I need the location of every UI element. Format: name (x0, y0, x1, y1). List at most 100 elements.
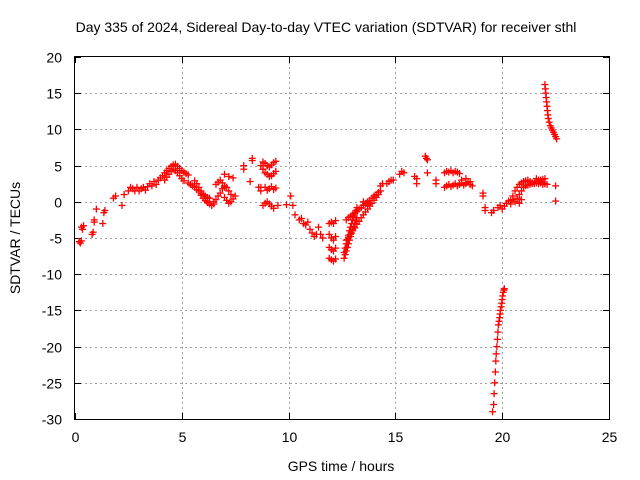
scatter-points (75, 81, 561, 416)
data-point (462, 175, 470, 183)
data-point (148, 182, 156, 190)
data-point (78, 225, 86, 233)
data-point (490, 401, 498, 409)
data-point (225, 187, 233, 195)
data-point (492, 357, 500, 365)
data-point (112, 192, 120, 200)
data-point (329, 236, 337, 244)
data-point (274, 201, 282, 209)
data-point (212, 196, 220, 204)
data-point (287, 192, 295, 200)
data-point (491, 368, 499, 376)
data-point (348, 220, 356, 228)
data-point (332, 244, 340, 252)
data-point (455, 170, 463, 178)
data-point (240, 165, 248, 173)
data-point (366, 200, 374, 208)
data-point (490, 206, 498, 214)
data-point (246, 178, 254, 186)
data-point (317, 230, 325, 238)
data-point (423, 169, 431, 177)
data-point (319, 234, 327, 242)
data-point (80, 222, 88, 230)
data-point (492, 350, 500, 358)
data-point (494, 335, 502, 343)
data-point (152, 180, 160, 188)
data-point (466, 178, 474, 186)
data-point (341, 244, 349, 252)
data-point (77, 237, 85, 245)
data-point (259, 165, 267, 173)
data-point (490, 390, 498, 398)
data-point (511, 198, 519, 206)
data-point (553, 135, 561, 143)
data-point (257, 162, 265, 170)
data-point (229, 174, 237, 182)
x-tick-label: 10 (282, 429, 298, 445)
data-point (340, 248, 348, 256)
data-point (552, 182, 560, 190)
data-point (400, 169, 408, 177)
data-point (270, 204, 278, 212)
data-point (347, 223, 355, 231)
x-tick-label: 0 (72, 429, 80, 445)
y-tick-label: -15 (42, 303, 62, 319)
y-axis-label: SDTVAR / TECUs (7, 182, 23, 294)
data-point (227, 191, 235, 199)
y-tick-label: -5 (50, 231, 63, 247)
plot-frame (74, 56, 610, 420)
data-point (248, 157, 256, 165)
data-point (291, 211, 299, 219)
data-point (332, 217, 340, 225)
grid-lines (75, 57, 609, 419)
data-point (308, 229, 316, 237)
data-point (389, 176, 397, 184)
y-tick-label: -25 (42, 376, 62, 392)
data-point (543, 180, 551, 188)
data-point (272, 167, 280, 175)
data-point (257, 183, 265, 191)
data-point (458, 176, 466, 184)
data-point (432, 180, 440, 188)
data-point (507, 196, 515, 204)
data-point (544, 115, 552, 123)
x-tick-label: 20 (495, 429, 511, 445)
data-point (221, 170, 229, 178)
data-point (413, 175, 421, 183)
data-point (133, 183, 141, 191)
y-tick-label: 0 (54, 195, 62, 211)
data-point (92, 205, 100, 213)
data-point (141, 186, 149, 194)
data-point (494, 328, 502, 336)
data-point (120, 191, 128, 199)
data-point (332, 255, 340, 263)
data-point (223, 183, 231, 191)
x-axis-label: GPS time / hours (288, 458, 395, 474)
data-point (304, 218, 312, 226)
data-point (118, 201, 126, 209)
data-point (517, 187, 525, 195)
data-point (481, 206, 489, 214)
data-point (479, 192, 487, 200)
y-tick-label: 5 (54, 159, 62, 175)
y-tick-label: -30 (42, 412, 62, 428)
data-point (90, 216, 98, 224)
x-tick-label: 15 (388, 429, 404, 445)
data-point (203, 199, 211, 207)
chart-title: Day 335 of 2024, Sidereal Day-to-day VTE… (76, 19, 577, 35)
data-point (347, 230, 355, 238)
data-point (231, 192, 239, 200)
data-point (493, 343, 501, 351)
data-point (491, 379, 499, 387)
data-point (500, 285, 508, 293)
data-point (99, 220, 107, 228)
data-point (515, 199, 523, 207)
data-point (124, 187, 132, 195)
x-tick-label: 25 (602, 429, 618, 445)
data-point (552, 197, 560, 205)
data-point (511, 187, 519, 195)
data-point (325, 230, 333, 238)
y-tick-label: 20 (46, 50, 62, 66)
data-point (272, 157, 280, 165)
